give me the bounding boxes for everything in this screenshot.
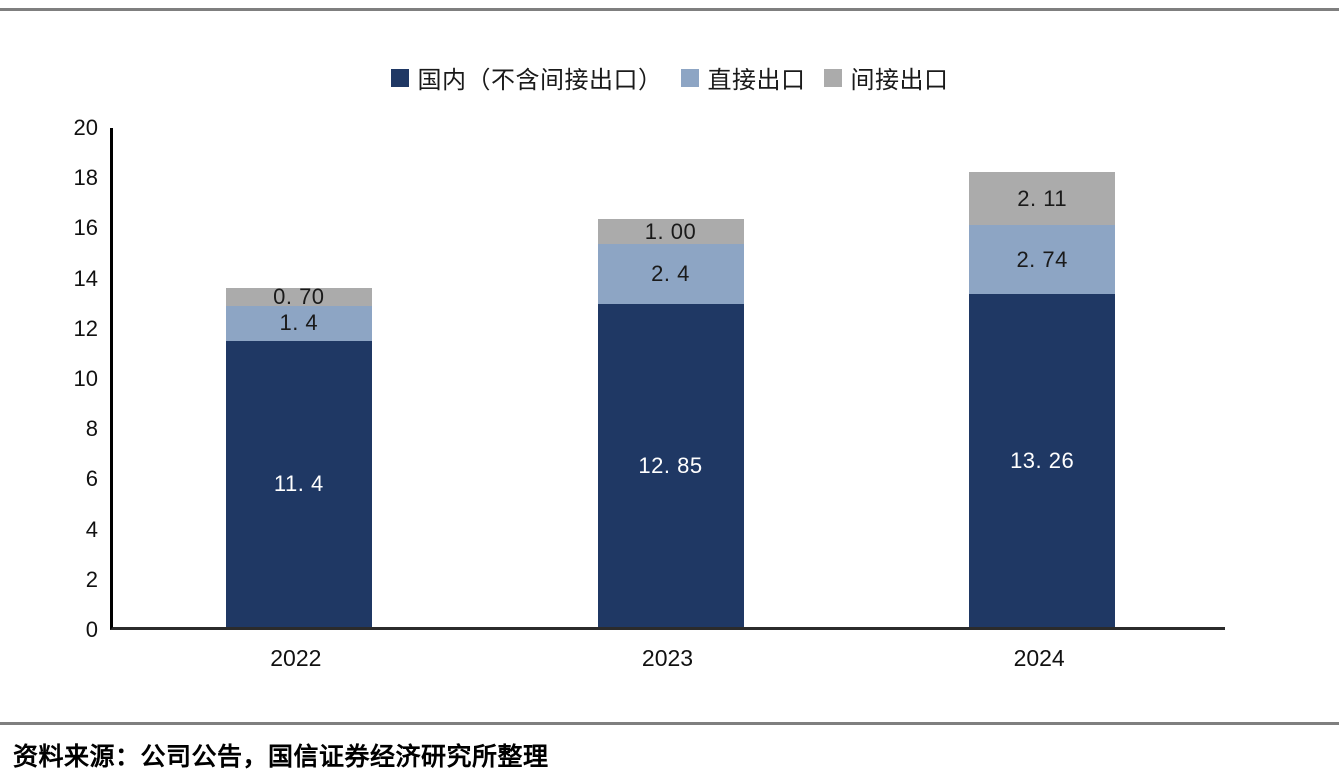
legend-swatch-icon <box>680 68 699 87</box>
legend-item-indirect-export: 间接出口 <box>823 60 949 95</box>
bar-segment: 11. 4 <box>225 340 372 627</box>
bar-value-label: 1. 4 <box>279 310 319 336</box>
y-tick-label: 20 <box>73 115 98 140</box>
bar-value-label: 12. 85 <box>638 452 703 478</box>
legend-label: 直接出口 <box>707 67 806 94</box>
bar-value-label: 11. 4 <box>273 470 324 496</box>
legend-label: 间接出口 <box>850 67 949 94</box>
bar-value-label: 2. 74 <box>1016 246 1068 272</box>
chart-legend: 国内（不含间接出口） 直接出口 间接出口 <box>0 60 1339 95</box>
x-tick-label: 2022 <box>270 645 322 671</box>
plot-area: 11. 4 1. 4 0. 70 12. 85 2. 4 1. 00 13. 26 2. 74… <box>110 128 1225 630</box>
bar-value-label: 1. 00 <box>644 218 697 244</box>
bottom-divider <box>0 722 1339 725</box>
bar-segment: 1. 00 <box>597 218 744 245</box>
bar-segment: 13. 26 <box>969 294 1116 627</box>
bar-segment: 12. 85 <box>597 304 744 627</box>
bar-value-label: 13. 26 <box>1010 447 1075 473</box>
y-tick-label: 4 <box>85 516 98 542</box>
bar-segment: 2. 11 <box>969 172 1116 226</box>
y-tick-label: 12 <box>73 315 98 341</box>
legend-swatch-icon <box>390 68 409 87</box>
legend-item-domestic: 国内（不含间接出口） <box>390 60 663 95</box>
bar-segment: 2. 74 <box>969 225 1116 295</box>
bar-segment: 2. 4 <box>597 244 744 305</box>
legend-label: 国内（不含间接出口） <box>417 67 663 94</box>
bar-segment: 0. 70 <box>225 283 372 309</box>
y-tick-label: 0 <box>85 617 98 642</box>
y-tick-label: 18 <box>73 165 98 191</box>
x-tick-label: 2023 <box>641 645 694 671</box>
bar-value-label: 0. 70 <box>273 283 325 309</box>
y-tick-label: 16 <box>73 215 98 241</box>
y-tick-label: 8 <box>85 416 98 442</box>
source-note: 资料来源：公司公告，国信证券经济研究所整理 <box>13 743 549 771</box>
legend-swatch-icon <box>823 68 842 87</box>
bar-value-label: 2. 11 <box>1017 185 1068 211</box>
bar-segment: 1. 4 <box>225 305 372 341</box>
top-divider <box>0 8 1339 11</box>
y-tick-label: 6 <box>85 466 98 492</box>
x-tick-label: 2024 <box>1013 645 1065 671</box>
y-tick-label: 14 <box>73 265 98 291</box>
bar-value-label: 2. 4 <box>651 261 690 287</box>
y-tick-label: 2 <box>85 566 98 592</box>
y-tick-label: 10 <box>73 366 98 391</box>
legend-item-direct-export: 直接出口 <box>680 60 806 95</box>
